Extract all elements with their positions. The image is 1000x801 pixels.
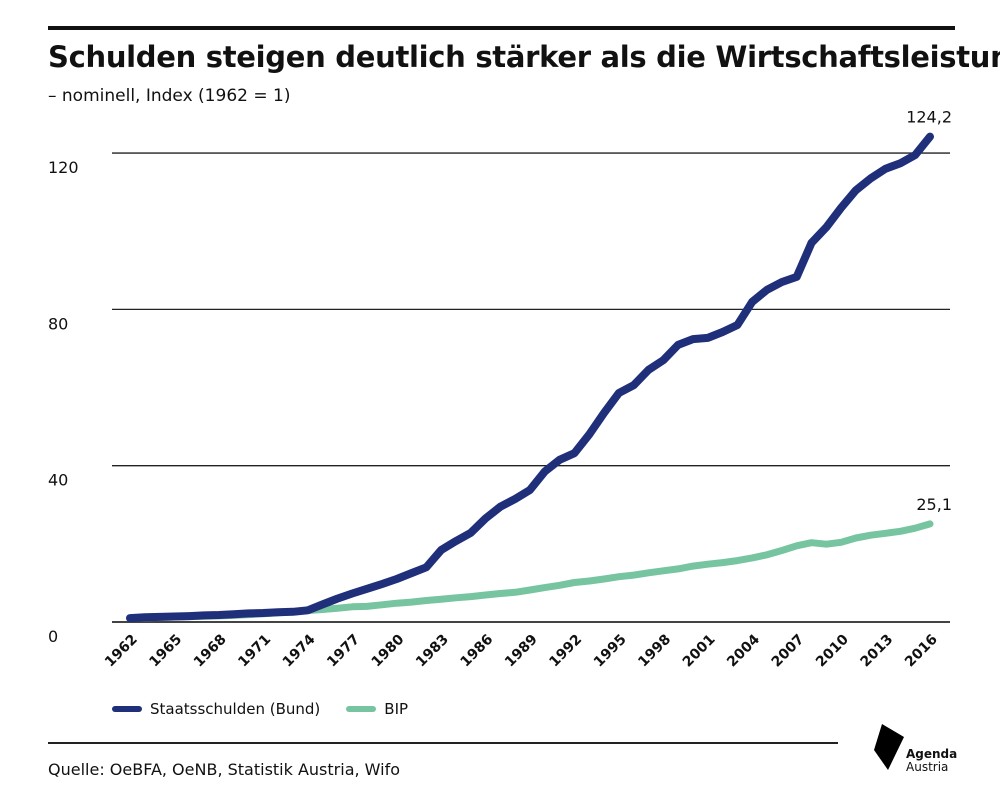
logo-text: Agenda Austria <box>906 748 957 774</box>
x-tick-label: 1971 <box>235 632 274 671</box>
legend: Staatsschulden (Bund) BIP <box>112 700 408 718</box>
logo-line1: Agenda <box>906 747 958 761</box>
x-tick-label: 1986 <box>458 632 497 671</box>
chart-title: Schulden steigen deutlich stärker als di… <box>48 40 1000 74</box>
legend-item-debt: Staatsschulden (Bund) <box>112 700 320 718</box>
end-value-label: 25,1 <box>916 495 952 514</box>
x-tick-label: 1962 <box>102 632 141 671</box>
x-tick-label: 1995 <box>591 632 630 671</box>
x-tick-label: 1989 <box>502 632 541 671</box>
legend-item-gdp: BIP <box>346 700 408 718</box>
chart-subtitle: – nominell, Index (1962 = 1) <box>48 86 291 106</box>
y-tick-label: 80 <box>48 314 68 333</box>
x-tick-label: 1983 <box>413 632 452 671</box>
x-tick-label: 2013 <box>858 632 897 671</box>
x-tick-label: 1977 <box>324 632 363 671</box>
legend-label-gdp: BIP <box>384 700 409 718</box>
logo-line2: Austria <box>906 760 949 774</box>
source-note: Quelle: OeBFA, OeNB, Statistik Austria, … <box>48 760 400 779</box>
bottom-rule <box>48 742 838 744</box>
legend-label-debt: Staatsschulden (Bund) <box>150 700 321 718</box>
top-rule <box>48 26 955 30</box>
x-tick-label: 2004 <box>724 631 763 670</box>
legend-swatch-gdp <box>346 706 377 712</box>
x-tick-label: 2001 <box>680 632 719 671</box>
x-tick-label: 2007 <box>769 632 808 671</box>
x-tick-label: 1992 <box>546 632 585 671</box>
end-value-label: 124,2 <box>906 108 952 127</box>
x-tick-label: 1974 <box>280 631 319 670</box>
x-tick-label: 1998 <box>635 632 674 671</box>
series-line-gdp <box>126 520 934 622</box>
agenda-austria-logo-icon <box>874 724 904 770</box>
legend-swatch-debt <box>112 706 142 712</box>
y-tick-label: 40 <box>48 471 68 490</box>
x-tick-label: 1965 <box>146 632 185 671</box>
x-tick-label: 1980 <box>369 631 408 670</box>
y-tick-label: 120 <box>48 158 79 177</box>
y-tick-label: 0 <box>48 627 58 646</box>
x-tick-label: 1968 <box>191 632 230 671</box>
x-tick-label: 2016 <box>902 632 941 671</box>
x-tick-label: 2010 <box>813 631 852 670</box>
